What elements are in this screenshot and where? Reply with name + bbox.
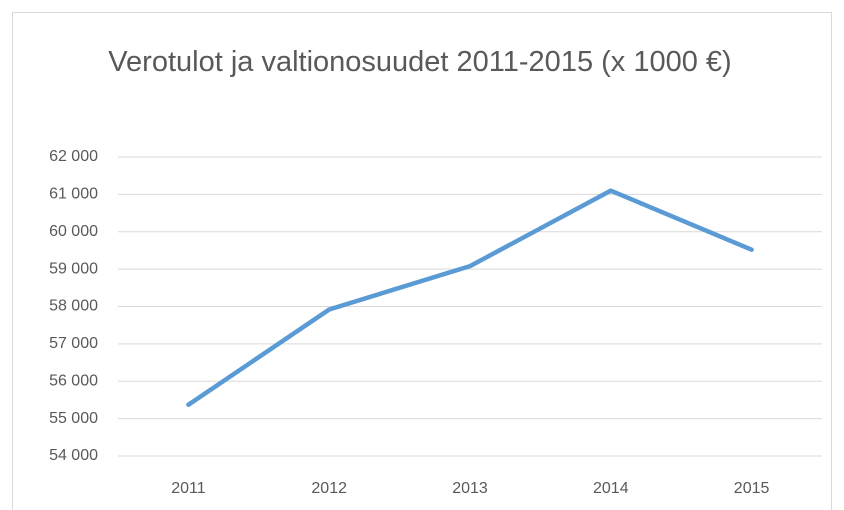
y-tick-label: 57 000 — [49, 335, 98, 352]
y-tick-label: 56 000 — [49, 372, 98, 389]
y-tick-label: 62 000 — [49, 148, 98, 165]
y-tick-label: 58 000 — [49, 298, 98, 315]
y-tick-label: 54 000 — [49, 447, 98, 464]
y-tick-label: 60 000 — [49, 223, 98, 240]
x-tick-label: 2014 — [593, 480, 629, 497]
y-tick-label: 61 000 — [49, 186, 98, 203]
x-tick-label: 2011 — [171, 480, 206, 497]
chart-frame — [12, 12, 832, 510]
y-tick-label: 55 000 — [49, 410, 98, 427]
x-tick-label: 2013 — [452, 480, 488, 497]
chart-title: Verotulot ja valtionosuudet 2011-2015 (x… — [108, 46, 732, 78]
x-tick-label: 2015 — [734, 480, 770, 497]
x-tick-label: 2012 — [311, 480, 347, 497]
data-line — [186, 188, 754, 408]
y-tick-label: 59 000 — [49, 260, 98, 277]
